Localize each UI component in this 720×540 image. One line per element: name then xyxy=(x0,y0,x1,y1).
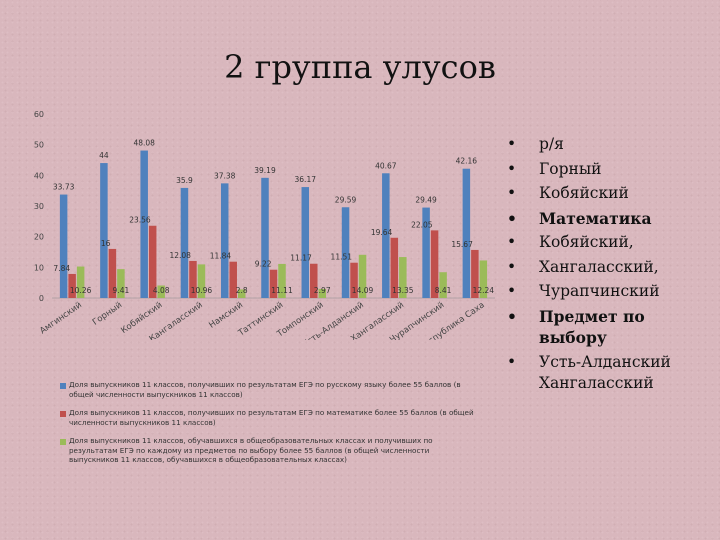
data-label-series-2: 22.05 xyxy=(411,220,433,229)
bar-series-1 xyxy=(301,187,310,298)
bullet-item: Усть-Алданский Хангаласский xyxy=(507,352,717,395)
bar-series-2 xyxy=(108,248,117,298)
bar-series-1 xyxy=(100,163,108,298)
bullet-item: Кобяйский, xyxy=(507,232,717,254)
bar-series-3 xyxy=(157,285,165,298)
y-tick-label: 30 xyxy=(34,202,44,211)
data-label-series-3: 14.09 xyxy=(352,286,374,295)
data-label-series-2: 7.84 xyxy=(53,264,70,273)
legend-label-russian: Доля выпускников 11 классов, получивших … xyxy=(69,380,461,399)
legend-swatch-math xyxy=(60,411,66,417)
bar-series-3 xyxy=(237,289,246,298)
bar-series-2 xyxy=(269,269,278,298)
y-tick-label: 10 xyxy=(34,263,44,272)
bar-series-2 xyxy=(310,263,318,298)
bar-series-1 xyxy=(140,150,148,298)
bar-series-2 xyxy=(229,261,237,298)
bar-series-1 xyxy=(220,183,229,298)
data-label-series-3: 8.41 xyxy=(435,286,452,295)
legend-label-elective: Доля выпускников 11 классов, обучавшихся… xyxy=(69,436,433,464)
x-tick-label: Амгинский xyxy=(38,300,84,336)
legend-swatch-elective xyxy=(60,439,66,445)
bar-chart: 0 10 20 30 40 50 60 33.73 44 48.08 35.9 37.38 39.19 3… xyxy=(34,110,495,340)
bar-series-2 xyxy=(430,230,439,298)
data-label-series-2: 19.64 xyxy=(371,228,393,237)
y-tick-label: 20 xyxy=(34,233,44,242)
bar-series-2 xyxy=(350,262,358,298)
x-tick-label: Намский xyxy=(207,300,245,330)
y-tick-label: 50 xyxy=(34,141,44,150)
data-label-series-3: 10.96 xyxy=(191,286,213,295)
bar-series-3 xyxy=(439,272,447,298)
bullet-item: Чурапчинский xyxy=(507,281,717,303)
bullet-item: р/я xyxy=(507,134,717,156)
data-label-series-3: 2.8 xyxy=(236,286,248,295)
bar-series-1 xyxy=(382,173,390,298)
data-label-series-1: 29.59 xyxy=(335,195,357,204)
legend-swatch-russian xyxy=(60,383,66,389)
bar-series-1 xyxy=(341,207,350,298)
data-label-series-1: 48.08 xyxy=(133,139,155,148)
slide-title: 2 группа улусов xyxy=(224,48,496,86)
y-tick-label: 60 xyxy=(34,110,44,119)
x-tick-label: Горный xyxy=(91,300,124,327)
y-tick-label: 40 xyxy=(34,171,44,180)
data-label-series-3: 4.08 xyxy=(153,286,170,295)
data-label-series-2: 15.67 xyxy=(451,240,473,249)
bar-series-3 xyxy=(479,260,488,298)
data-label-series-2: 11.51 xyxy=(331,253,353,262)
bar-series-1 xyxy=(59,194,68,298)
y-tick-label: 0 xyxy=(39,294,44,303)
data-label-series-2: 11.84 xyxy=(210,252,232,261)
data-label-series-1: 37.38 xyxy=(214,171,236,180)
data-label-series-3: 2.97 xyxy=(314,286,331,295)
bullet-item: Хангаласский, xyxy=(507,257,717,279)
legend-item-math: Доля выпускников 11 классов, получивших … xyxy=(60,408,480,427)
bar-series-3 xyxy=(278,263,286,298)
data-label-series-1: 33.73 xyxy=(53,183,75,192)
bar-series-3 xyxy=(358,254,367,298)
data-label-series-3: 13.35 xyxy=(392,286,414,295)
data-label-series-3: 9.41 xyxy=(113,286,130,295)
bar-series-1 xyxy=(462,168,471,298)
bar-series-1 xyxy=(261,177,269,298)
bar-series-3 xyxy=(197,264,206,298)
bullet-item: Предмет по выбору xyxy=(507,306,717,349)
bar-series-3 xyxy=(117,269,125,298)
bar-series-1 xyxy=(180,187,189,298)
bar-series-2 xyxy=(471,249,479,298)
data-label-series-2: 11.17 xyxy=(290,254,312,263)
data-label-series-1: 36.17 xyxy=(295,175,317,184)
bar-series-1 xyxy=(422,207,430,298)
data-label-series-3: 12.24 xyxy=(473,286,495,295)
bar-series-3 xyxy=(76,266,85,298)
data-label-series-1: 35.9 xyxy=(176,176,193,185)
bar-series-2 xyxy=(390,237,399,298)
data-label-series-2: 16 xyxy=(101,239,111,248)
data-label-series-1: 40.67 xyxy=(375,161,397,170)
data-label-series-1: 39.19 xyxy=(254,166,276,175)
data-label-series-3: 11.11 xyxy=(271,286,293,295)
data-label-series-2: 12.08 xyxy=(169,251,191,260)
data-label-series-3: 10.26 xyxy=(70,286,92,295)
bullet-list: р/я Горный Кобяйский Математика Кобяйски… xyxy=(507,134,717,398)
bar-series-2 xyxy=(68,273,76,298)
bullet-item: Математика xyxy=(507,208,717,230)
data-label-series-1: 42.16 xyxy=(456,157,478,166)
legend-label-math: Доля выпускников 11 классов, получивших … xyxy=(69,408,474,427)
bar-series-2 xyxy=(148,225,157,298)
bar-series-3 xyxy=(399,257,407,298)
bullet-item: Кобяйский xyxy=(507,183,717,205)
bullet-item: Горный xyxy=(507,159,717,181)
data-label-series-2: 9.22 xyxy=(255,260,272,269)
chart-legend: Доля выпускников 11 классов, получивших … xyxy=(60,380,480,474)
legend-item-russian: Доля выпускников 11 классов, получивших … xyxy=(60,380,480,399)
data-label-series-1: 44 xyxy=(99,151,109,160)
bar-series-2 xyxy=(189,260,197,298)
data-label-series-2: 23.56 xyxy=(129,216,151,225)
data-label-series-1: 29.49 xyxy=(415,196,437,205)
legend-item-elective: Доля выпускников 11 классов, обучавшихся… xyxy=(60,436,480,465)
bar-series-3 xyxy=(318,288,327,298)
